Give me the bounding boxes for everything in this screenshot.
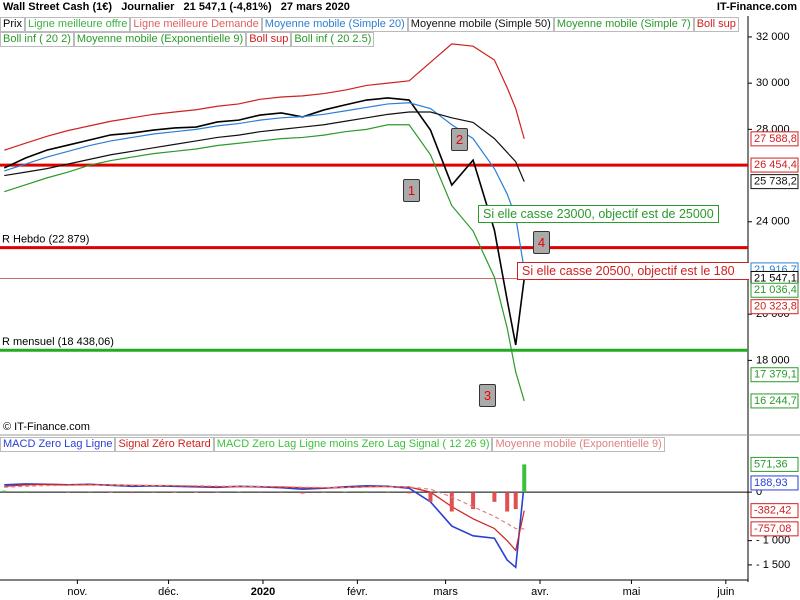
series-line (4, 483, 525, 552)
histogram-bar (492, 492, 497, 502)
price-box-label: 21 547,1 (754, 272, 797, 284)
histogram-bar (364, 491, 369, 493)
annotation: 4 (533, 231, 550, 254)
price-box-label: -757,08 (754, 523, 791, 535)
legend-entry: Ligne meilleure offre (24, 17, 131, 32)
price-box-label: 21 036,4 (754, 284, 797, 296)
x-tick-label: avr. (531, 586, 549, 598)
annotation-note: Si elle casse 20500, objectif est le 180 (517, 262, 749, 280)
legend-entry: MACD Zero Lag Ligne moins Zero Lag Signa… (213, 437, 493, 452)
price-box-label: 571,36 (754, 458, 788, 470)
histogram-bar (343, 491, 348, 493)
series-line (4, 124, 525, 402)
series-line (4, 482, 526, 569)
y-tick-label: 0 (756, 486, 762, 498)
header: Wall Street Cash (1€) Journalier 21 547,… (3, 1, 350, 13)
y-tick-label: 32 000 (756, 31, 790, 43)
series-line (3, 97, 526, 346)
price-box (750, 131, 799, 147)
price-box (750, 367, 799, 383)
instrument: Wall Street Cash (1€) (3, 1, 113, 13)
price-box-label: 20 323,8 (754, 301, 797, 313)
date: 27 mars 2020 (280, 1, 350, 13)
histogram-bar (130, 492, 135, 494)
histogram-bar (2, 490, 7, 493)
macd-legend: MACD Zero Lag Ligne Signal Zéro Retard M… (0, 437, 665, 452)
histogram-bar (505, 492, 510, 512)
annotation: 2 (451, 128, 468, 151)
copyright: © IT-Finance.com (3, 421, 90, 433)
x-tick-label: févr. (347, 586, 368, 598)
x-tick-label: 2020 (251, 586, 275, 598)
price-box-label: 27 588,8 (754, 133, 797, 145)
price-box (750, 393, 799, 409)
legend-entry: Moyenne mobile (Simple 20) (261, 17, 408, 32)
price-box-label: 188,93 (754, 477, 788, 489)
y-tick-label: - 1 500 (756, 559, 790, 571)
series-line (4, 111, 525, 182)
histogram-bar (300, 492, 305, 494)
legend-entry: Moyenne mobile (Exponentielle 9) (492, 437, 665, 452)
histogram-bar (407, 492, 412, 494)
histogram-bar (513, 492, 518, 510)
x-tick-label: mai (623, 586, 641, 598)
y-tick-label: 18 000 (756, 354, 790, 366)
price-box (750, 157, 799, 173)
price-box-label: 25 738,2 (754, 176, 797, 188)
level-label: R mensuel (18 438,06) (2, 336, 114, 348)
legend-entry: Boll sup (246, 32, 292, 47)
price-box (750, 174, 799, 190)
y-tick-label: 24 000 (756, 216, 790, 228)
price-box-label: -382,42 (754, 505, 791, 517)
histogram-bar (522, 464, 527, 493)
price-box (750, 299, 799, 315)
legend-entry: Signal Zéro Retard (115, 437, 214, 452)
y-tick-label: 30 000 (756, 77, 790, 89)
price-box (750, 282, 799, 298)
level-label: R Hebdo (22 879) (2, 234, 89, 246)
price-box-label: 17 379,1 (754, 369, 797, 381)
price-box (750, 456, 799, 472)
legend-entry: Ligne meilleure Demande (130, 17, 262, 32)
price: 21 547,1 (-4,81%) (183, 1, 272, 13)
price-box (750, 521, 799, 537)
x-tick-label: déc. (158, 586, 179, 598)
price-box (750, 475, 799, 491)
legend: Boll inf ( 20 2) Moyenne mobile (Exponen… (0, 32, 375, 47)
legend-entry: Prix (0, 17, 25, 32)
histogram-bar (279, 492, 284, 493)
x-tick-label: juin (716, 586, 734, 598)
annotation-note: Si elle casse 23000, objectif est de 250… (478, 205, 719, 223)
legend-entry: MACD Zero Lag Ligne (0, 437, 116, 452)
annotation: 1 (403, 179, 420, 202)
x-tick-label: mars (433, 586, 458, 598)
histogram-bar (428, 492, 433, 502)
histogram-bar (449, 492, 454, 512)
series-line (4, 43, 525, 151)
legend-entry: Boll inf ( 20 2) (0, 32, 74, 47)
y-tick-label: - 1 000 (756, 535, 790, 547)
period: Journalier (121, 1, 175, 13)
price-box (750, 503, 799, 519)
legend-entry: Moyenne mobile (Simple 7) (553, 17, 694, 32)
price-box-label: 26 454,4 (754, 159, 797, 171)
price-box-label: 16 244,7 (754, 395, 797, 407)
legend-entry: Boll sup (693, 17, 739, 32)
histogram-bar (471, 492, 476, 510)
legend-entry: Moyenne mobile (Exponentielle 9) (73, 32, 247, 47)
legend: Prix Ligne meilleure offre Ligne meilleu… (0, 17, 739, 32)
legend-entry: Boll inf ( 20 2.5) (291, 32, 375, 47)
legend-entry: Moyenne mobile (Simple 50) (407, 17, 554, 32)
histogram-bar (23, 491, 28, 493)
site: IT-Finance.com (716, 1, 797, 13)
annotation: 3 (479, 384, 496, 407)
series-line (4, 484, 525, 530)
x-tick-label: nov. (67, 586, 87, 598)
